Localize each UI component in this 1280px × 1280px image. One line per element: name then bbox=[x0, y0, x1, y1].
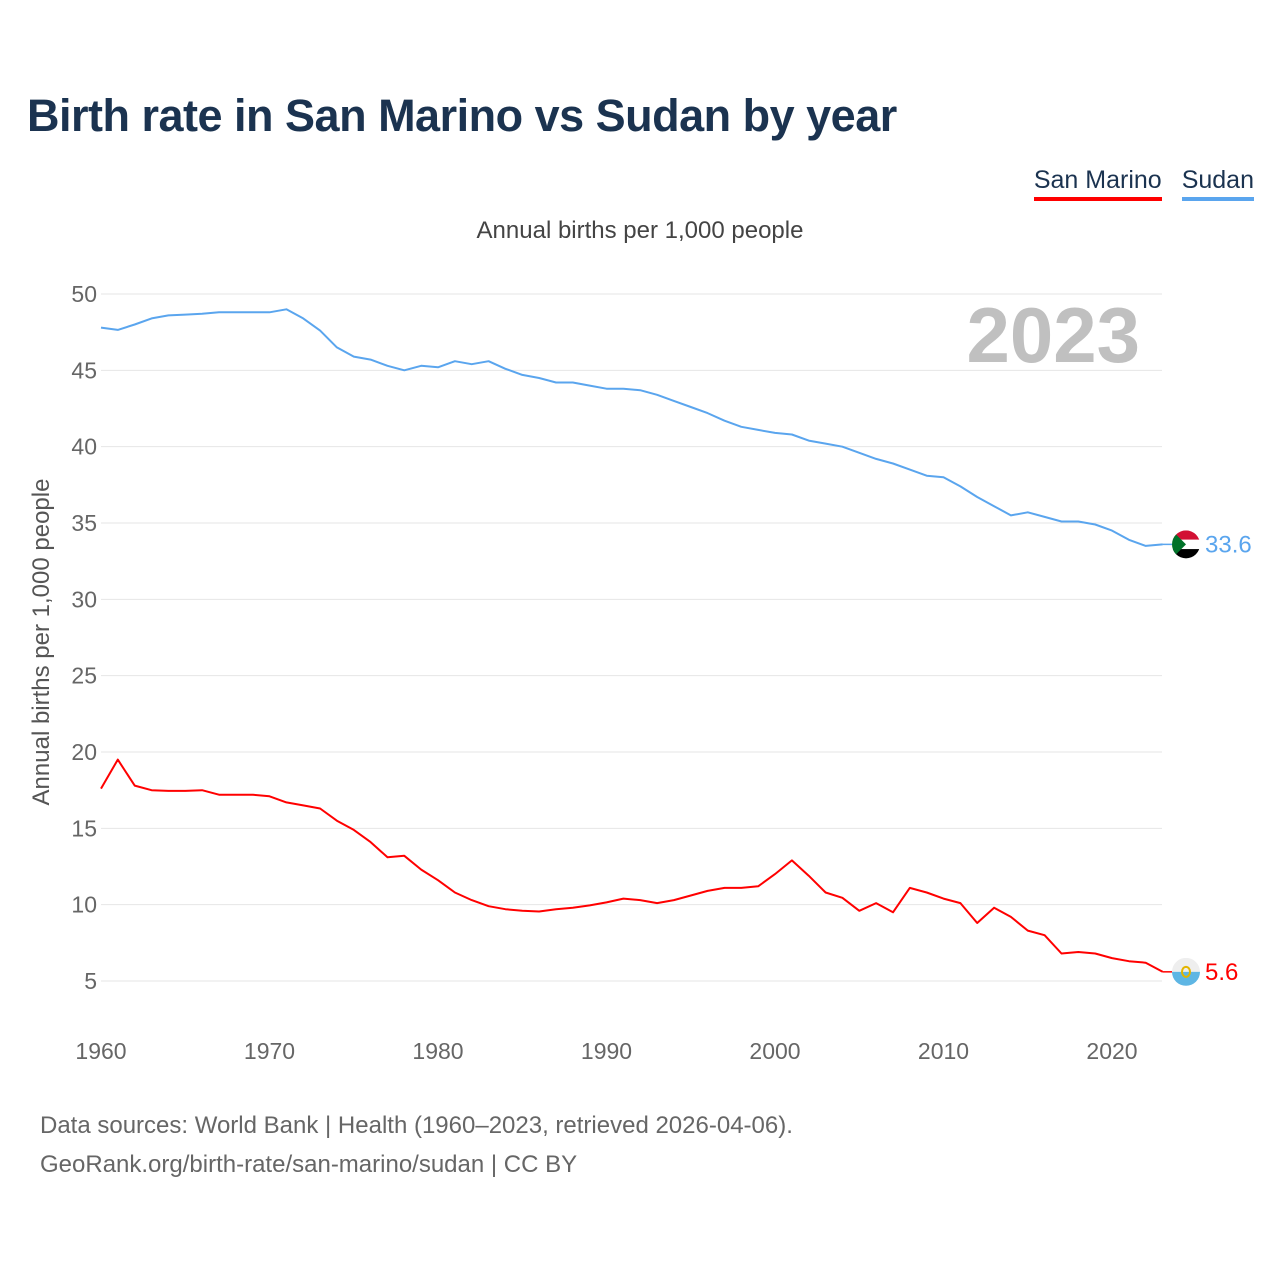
y-tick-label: 50 bbox=[71, 281, 97, 307]
data-source-text: Data sources: World Bank | Health (1960–… bbox=[40, 1112, 793, 1139]
y-tick-label: 45 bbox=[71, 357, 97, 383]
source-url-text: GeoRank.org/birth-rate/san-marino/sudan … bbox=[40, 1151, 578, 1178]
year-watermark: 2023 bbox=[966, 291, 1140, 379]
y-tick-label: 25 bbox=[71, 663, 97, 689]
x-tick-label: 2000 bbox=[749, 1038, 800, 1064]
y-tick-label: 40 bbox=[71, 434, 97, 460]
chart-title: Birth rate in San Marino vs Sudan by yea… bbox=[27, 90, 897, 141]
x-tick-label: 2020 bbox=[1086, 1038, 1137, 1064]
end-value-label: 5.6 bbox=[1205, 959, 1238, 986]
chart-subtitle: Annual births per 1,000 people bbox=[476, 217, 804, 244]
y-tick-label: 30 bbox=[71, 586, 97, 612]
san-marino-flag-icon bbox=[1172, 957, 1200, 986]
y-tick-label: 15 bbox=[71, 815, 97, 841]
y-tick-label: 20 bbox=[71, 739, 97, 765]
x-tick-label: 1970 bbox=[244, 1038, 295, 1064]
y-tick-label: 5 bbox=[84, 968, 97, 994]
end-value-label: 33.6 bbox=[1205, 531, 1252, 558]
x-tick-label: 1960 bbox=[75, 1038, 126, 1064]
y-tick-label: 35 bbox=[71, 510, 97, 536]
series-line-san-marino bbox=[100, 758, 1164, 973]
x-tick-label: 1980 bbox=[412, 1038, 463, 1064]
y-tick-label: 10 bbox=[71, 892, 97, 918]
legend-san-marino[interactable]: San Marino bbox=[1033, 166, 1162, 201]
x-tick-label: 1990 bbox=[581, 1038, 632, 1064]
x-tick-label: 2010 bbox=[918, 1038, 969, 1064]
sudan-flag-icon bbox=[1172, 530, 1200, 559]
legend: San Marino Sudan bbox=[1033, 166, 1254, 201]
legend-sudan[interactable]: Sudan bbox=[1181, 166, 1254, 201]
footer: Data sources: World Bank | Health (1960–… bbox=[40, 1106, 793, 1184]
series-line-sudan bbox=[100, 308, 1163, 547]
